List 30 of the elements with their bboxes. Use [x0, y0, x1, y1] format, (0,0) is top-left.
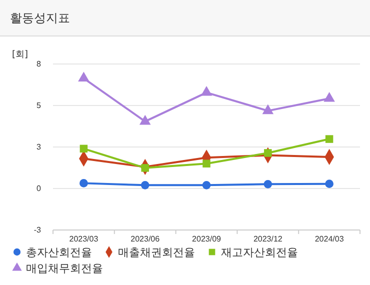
point [78, 72, 90, 82]
x-tick-label: 2023/03 [69, 234, 99, 244]
point [141, 164, 149, 172]
y-tick-label: 5 [36, 101, 42, 110]
y-axis-title: [회] [12, 50, 28, 60]
x-tick-label: 2024/03 [314, 234, 344, 244]
chart-title: 활동성지표 [10, 11, 70, 25]
y-tick-label: 0 [36, 184, 42, 194]
point [200, 86, 212, 96]
point [139, 114, 151, 125]
legend-label: 총자산회전율 [26, 246, 92, 259]
legend-label: 재고자산회전율 [221, 246, 298, 259]
point [80, 144, 88, 153]
legend-label: 매출채권회전율 [118, 246, 195, 259]
point [264, 180, 272, 188]
x-tick-label: 2023/06 [130, 234, 160, 244]
x-tick-label: 2023/12 [253, 234, 283, 244]
point [80, 179, 88, 188]
point [202, 160, 210, 168]
point [262, 104, 274, 114]
y-tick-label: 3 [36, 142, 42, 152]
point [140, 181, 150, 190]
point [325, 135, 334, 143]
y-tick-label: -3 [34, 226, 42, 235]
point [325, 180, 334, 188]
point [324, 92, 335, 102]
legend-label: 매입채무회전율 [26, 262, 103, 275]
point [202, 181, 211, 190]
x-tick-label: 2023/09 [192, 234, 222, 244]
y-tick-label: 8 [36, 60, 42, 69]
